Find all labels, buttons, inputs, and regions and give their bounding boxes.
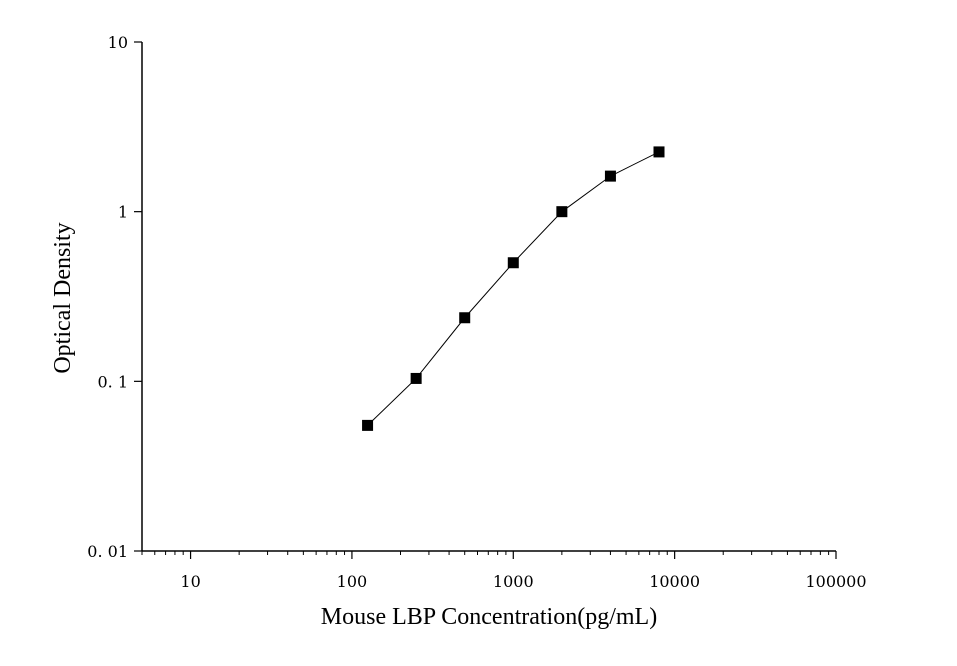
data-point-marker: [459, 312, 471, 324]
data-point-marker: [604, 170, 616, 182]
axes: [141, 42, 836, 552]
y-ticks: 0. 01 0. 1 1 10: [87, 33, 142, 561]
x-tick-label: 10: [180, 572, 200, 591]
y-tick-label: 0. 1: [97, 372, 128, 391]
series-line: [367, 151, 660, 426]
x-ticks: 10 100 1000 10000 100000: [141, 551, 867, 591]
data-point-marker: [556, 206, 568, 218]
data-point-marker: [507, 257, 519, 269]
x-axis-title: Mouse LBP Concentration(pg/mL): [321, 604, 657, 630]
y-tick-label: 0. 01: [87, 542, 128, 561]
data-point-marker: [653, 146, 665, 158]
y-tick-label: 1: [118, 203, 128, 222]
x-tick-label: 1000: [493, 572, 534, 591]
y-axis-title: Optical Density: [50, 222, 76, 373]
x-tick-label: 10000: [649, 572, 700, 591]
x-tick-label: 100000: [805, 572, 866, 591]
data-point-marker: [362, 419, 374, 431]
data-series: [362, 146, 665, 431]
data-point-marker: [410, 372, 422, 384]
y-tick-label: 10: [108, 33, 128, 52]
x-tick-label: 100: [337, 572, 368, 591]
